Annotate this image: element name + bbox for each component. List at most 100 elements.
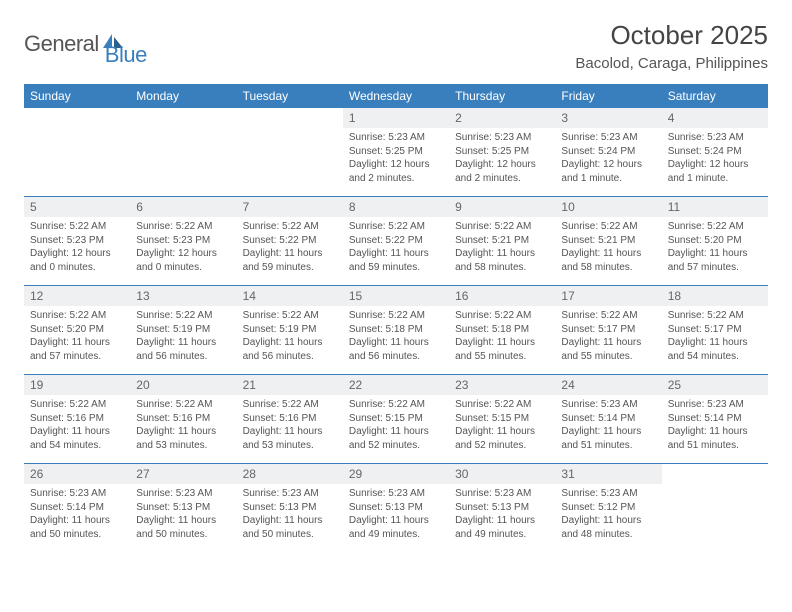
day-info: Sunrise: 5:23 AMSunset: 5:13 PMDaylight:… bbox=[237, 484, 343, 546]
week-row: 1Sunrise: 5:23 AMSunset: 5:25 PMDaylight… bbox=[24, 108, 768, 197]
day-number: 10 bbox=[555, 197, 661, 217]
day-cell: 5Sunrise: 5:22 AMSunset: 5:23 PMDaylight… bbox=[24, 197, 130, 285]
day-number: 12 bbox=[24, 286, 130, 306]
day-info: Sunrise: 5:22 AMSunset: 5:18 PMDaylight:… bbox=[449, 306, 555, 368]
day-number: 4 bbox=[662, 108, 768, 128]
day-number: 11 bbox=[662, 197, 768, 217]
day-number: 23 bbox=[449, 375, 555, 395]
day-info: Sunrise: 5:22 AMSunset: 5:21 PMDaylight:… bbox=[555, 217, 661, 279]
day-cell: 16Sunrise: 5:22 AMSunset: 5:18 PMDayligh… bbox=[449, 286, 555, 374]
day-header-mon: Monday bbox=[130, 84, 236, 108]
header: General Blue October 2025 Bacolod, Carag… bbox=[24, 20, 768, 72]
day-cell: 28Sunrise: 5:23 AMSunset: 5:13 PMDayligh… bbox=[237, 464, 343, 552]
day-info: Sunrise: 5:23 AMSunset: 5:12 PMDaylight:… bbox=[555, 484, 661, 546]
day-cell: 27Sunrise: 5:23 AMSunset: 5:13 PMDayligh… bbox=[130, 464, 236, 552]
day-info: Sunrise: 5:23 AMSunset: 5:24 PMDaylight:… bbox=[662, 128, 768, 190]
day-info: Sunrise: 5:22 AMSunset: 5:16 PMDaylight:… bbox=[130, 395, 236, 457]
day-number: 31 bbox=[555, 464, 661, 484]
day-number: 16 bbox=[449, 286, 555, 306]
day-info: Sunrise: 5:22 AMSunset: 5:21 PMDaylight:… bbox=[449, 217, 555, 279]
day-number: 18 bbox=[662, 286, 768, 306]
day-cell bbox=[24, 108, 130, 196]
week-row: 19Sunrise: 5:22 AMSunset: 5:16 PMDayligh… bbox=[24, 375, 768, 464]
day-cell: 2Sunrise: 5:23 AMSunset: 5:25 PMDaylight… bbox=[449, 108, 555, 196]
day-cell: 6Sunrise: 5:22 AMSunset: 5:23 PMDaylight… bbox=[130, 197, 236, 285]
day-cell: 26Sunrise: 5:23 AMSunset: 5:14 PMDayligh… bbox=[24, 464, 130, 552]
day-cell: 30Sunrise: 5:23 AMSunset: 5:13 PMDayligh… bbox=[449, 464, 555, 552]
day-number: 21 bbox=[237, 375, 343, 395]
day-info: Sunrise: 5:22 AMSunset: 5:16 PMDaylight:… bbox=[237, 395, 343, 457]
day-info: Sunrise: 5:22 AMSunset: 5:20 PMDaylight:… bbox=[24, 306, 130, 368]
day-info: Sunrise: 5:22 AMSunset: 5:23 PMDaylight:… bbox=[130, 217, 236, 279]
day-info: Sunrise: 5:22 AMSunset: 5:19 PMDaylight:… bbox=[237, 306, 343, 368]
day-info: Sunrise: 5:23 AMSunset: 5:13 PMDaylight:… bbox=[343, 484, 449, 546]
calendar-page: General Blue October 2025 Bacolod, Carag… bbox=[0, 0, 792, 572]
day-cell: 13Sunrise: 5:22 AMSunset: 5:19 PMDayligh… bbox=[130, 286, 236, 374]
day-cell bbox=[662, 464, 768, 552]
day-number: 8 bbox=[343, 197, 449, 217]
weeks-container: 1Sunrise: 5:23 AMSunset: 5:25 PMDaylight… bbox=[24, 108, 768, 552]
day-info: Sunrise: 5:23 AMSunset: 5:13 PMDaylight:… bbox=[449, 484, 555, 546]
day-header-thu: Thursday bbox=[449, 84, 555, 108]
day-number: 14 bbox=[237, 286, 343, 306]
day-number: 9 bbox=[449, 197, 555, 217]
logo-text-1: General bbox=[24, 31, 99, 57]
month-title: October 2025 bbox=[575, 20, 768, 51]
day-info: Sunrise: 5:22 AMSunset: 5:18 PMDaylight:… bbox=[343, 306, 449, 368]
week-row: 26Sunrise: 5:23 AMSunset: 5:14 PMDayligh… bbox=[24, 464, 768, 552]
day-cell: 12Sunrise: 5:22 AMSunset: 5:20 PMDayligh… bbox=[24, 286, 130, 374]
day-cell: 31Sunrise: 5:23 AMSunset: 5:12 PMDayligh… bbox=[555, 464, 661, 552]
day-cell: 20Sunrise: 5:22 AMSunset: 5:16 PMDayligh… bbox=[130, 375, 236, 463]
day-number: 27 bbox=[130, 464, 236, 484]
day-cell: 10Sunrise: 5:22 AMSunset: 5:21 PMDayligh… bbox=[555, 197, 661, 285]
day-info: Sunrise: 5:23 AMSunset: 5:25 PMDaylight:… bbox=[449, 128, 555, 190]
day-cell: 3Sunrise: 5:23 AMSunset: 5:24 PMDaylight… bbox=[555, 108, 661, 196]
logo: General Blue bbox=[24, 20, 147, 68]
week-row: 5Sunrise: 5:22 AMSunset: 5:23 PMDaylight… bbox=[24, 197, 768, 286]
day-cell bbox=[130, 108, 236, 196]
day-number: 25 bbox=[662, 375, 768, 395]
day-number: 17 bbox=[555, 286, 661, 306]
day-number: 2 bbox=[449, 108, 555, 128]
day-cell: 19Sunrise: 5:22 AMSunset: 5:16 PMDayligh… bbox=[24, 375, 130, 463]
day-header-fri: Friday bbox=[555, 84, 661, 108]
day-info: Sunrise: 5:22 AMSunset: 5:17 PMDaylight:… bbox=[662, 306, 768, 368]
day-number: 26 bbox=[24, 464, 130, 484]
day-number: 30 bbox=[449, 464, 555, 484]
day-info: Sunrise: 5:22 AMSunset: 5:22 PMDaylight:… bbox=[237, 217, 343, 279]
title-block: October 2025 Bacolod, Caraga, Philippine… bbox=[575, 20, 768, 72]
day-number: 1 bbox=[343, 108, 449, 128]
day-cell: 18Sunrise: 5:22 AMSunset: 5:17 PMDayligh… bbox=[662, 286, 768, 374]
day-headers-row: Sunday Monday Tuesday Wednesday Thursday… bbox=[24, 84, 768, 108]
day-cell: 24Sunrise: 5:23 AMSunset: 5:14 PMDayligh… bbox=[555, 375, 661, 463]
location: Bacolod, Caraga, Philippines bbox=[575, 55, 768, 72]
day-cell: 15Sunrise: 5:22 AMSunset: 5:18 PMDayligh… bbox=[343, 286, 449, 374]
day-header-tue: Tuesday bbox=[237, 84, 343, 108]
day-info: Sunrise: 5:22 AMSunset: 5:22 PMDaylight:… bbox=[343, 217, 449, 279]
day-cell: 4Sunrise: 5:23 AMSunset: 5:24 PMDaylight… bbox=[662, 108, 768, 196]
day-info: Sunrise: 5:22 AMSunset: 5:23 PMDaylight:… bbox=[24, 217, 130, 279]
day-cell: 7Sunrise: 5:22 AMSunset: 5:22 PMDaylight… bbox=[237, 197, 343, 285]
day-number: 3 bbox=[555, 108, 661, 128]
day-cell: 17Sunrise: 5:22 AMSunset: 5:17 PMDayligh… bbox=[555, 286, 661, 374]
day-number: 15 bbox=[343, 286, 449, 306]
day-cell: 22Sunrise: 5:22 AMSunset: 5:15 PMDayligh… bbox=[343, 375, 449, 463]
day-cell: 25Sunrise: 5:23 AMSunset: 5:14 PMDayligh… bbox=[662, 375, 768, 463]
day-cell: 9Sunrise: 5:22 AMSunset: 5:21 PMDaylight… bbox=[449, 197, 555, 285]
day-number: 24 bbox=[555, 375, 661, 395]
day-number: 28 bbox=[237, 464, 343, 484]
day-info: Sunrise: 5:22 AMSunset: 5:16 PMDaylight:… bbox=[24, 395, 130, 457]
day-cell: 29Sunrise: 5:23 AMSunset: 5:13 PMDayligh… bbox=[343, 464, 449, 552]
day-number: 22 bbox=[343, 375, 449, 395]
day-info: Sunrise: 5:23 AMSunset: 5:13 PMDaylight:… bbox=[130, 484, 236, 546]
day-number: 6 bbox=[130, 197, 236, 217]
calendar: Sunday Monday Tuesday Wednesday Thursday… bbox=[24, 84, 768, 552]
day-cell: 8Sunrise: 5:22 AMSunset: 5:22 PMDaylight… bbox=[343, 197, 449, 285]
day-cell bbox=[237, 108, 343, 196]
day-number: 13 bbox=[130, 286, 236, 306]
day-info: Sunrise: 5:22 AMSunset: 5:20 PMDaylight:… bbox=[662, 217, 768, 279]
day-cell: 11Sunrise: 5:22 AMSunset: 5:20 PMDayligh… bbox=[662, 197, 768, 285]
day-info: Sunrise: 5:23 AMSunset: 5:14 PMDaylight:… bbox=[555, 395, 661, 457]
day-number: 19 bbox=[24, 375, 130, 395]
day-header-wed: Wednesday bbox=[343, 84, 449, 108]
